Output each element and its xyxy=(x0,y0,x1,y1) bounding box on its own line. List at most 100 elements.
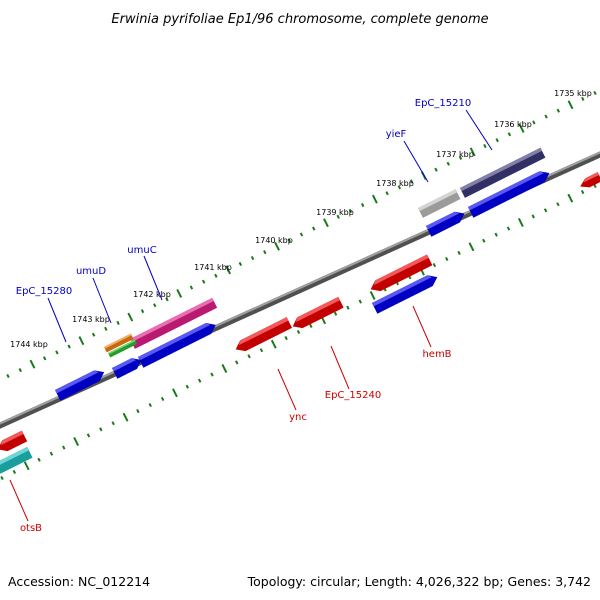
feature-highlight xyxy=(583,172,600,183)
feature-EpC_15240-cds xyxy=(292,296,344,329)
leader-line xyxy=(412,305,432,348)
tick-label: 1742 kbp xyxy=(133,290,171,299)
feature-body xyxy=(130,297,218,349)
major-tick xyxy=(78,336,85,346)
major-tick xyxy=(323,218,329,228)
feature-body xyxy=(138,323,216,368)
major-tick xyxy=(567,193,574,203)
minor-tick xyxy=(104,326,108,331)
minor-tick xyxy=(235,360,239,365)
minor-tick xyxy=(247,354,251,359)
minor-tick xyxy=(556,108,561,113)
gene-label-umuD: umuD xyxy=(76,266,112,324)
gene-label-EpC_15280: EpC_15280 xyxy=(16,286,72,343)
minor-tick xyxy=(397,185,402,190)
minor-tick xyxy=(432,263,437,268)
minor-tick xyxy=(296,329,301,335)
gene-label-text: otsB xyxy=(20,523,42,534)
feature-highlight xyxy=(418,189,458,212)
minor-tick xyxy=(360,202,365,208)
minor-tick xyxy=(12,469,17,474)
feature-highlight xyxy=(372,275,432,307)
feature-hemB-cds xyxy=(370,254,433,292)
leader-line xyxy=(277,368,297,411)
lower-ruler xyxy=(0,183,597,481)
minor-tick xyxy=(116,320,120,325)
feature-body xyxy=(108,339,138,358)
minor-tick xyxy=(6,373,10,379)
feature-yieF-gene xyxy=(426,211,465,237)
minor-tick xyxy=(494,232,498,237)
feature-body xyxy=(0,430,28,452)
gene-label-text: yieF xyxy=(386,129,407,140)
leader-line xyxy=(330,345,350,390)
minor-tick xyxy=(140,309,145,314)
minor-tick xyxy=(189,285,194,290)
tick-label: 1735 kbp xyxy=(554,89,592,98)
gene-label-text: umuD xyxy=(76,266,106,277)
major-tick xyxy=(468,242,475,252)
minor-tick xyxy=(446,161,450,166)
minor-tick xyxy=(153,303,157,308)
feature-body xyxy=(418,189,461,218)
gene-features xyxy=(0,147,600,474)
minor-tick xyxy=(312,226,316,231)
major-tick xyxy=(122,412,129,422)
feature-body xyxy=(55,370,105,401)
feature-highlight xyxy=(373,254,429,286)
major-tick xyxy=(518,123,525,133)
feature-body xyxy=(112,358,142,379)
gene-label-text: hemB xyxy=(422,349,451,360)
minor-tick xyxy=(543,208,548,213)
minor-tick xyxy=(165,297,169,302)
leader-line xyxy=(403,140,429,183)
feature-umuC-cds xyxy=(130,297,218,349)
minor-tick xyxy=(506,226,511,231)
major-tick xyxy=(176,288,183,298)
major-tick xyxy=(369,291,376,300)
minor-tick xyxy=(495,138,499,143)
map-title: Erwinia pyrifoliae Ep1/96 chromosome, co… xyxy=(111,12,488,27)
feature-highlight xyxy=(238,317,289,346)
feature-EpC_15210-cds xyxy=(460,147,546,198)
minor-tick xyxy=(593,90,597,96)
major-tick xyxy=(23,461,30,471)
major-tick xyxy=(469,147,476,157)
feature-highlight xyxy=(130,297,214,343)
minor-tick xyxy=(385,191,389,196)
gene-label-otsB: otsB xyxy=(9,479,42,534)
feature-body xyxy=(372,275,438,314)
minor-tick xyxy=(532,120,536,125)
feature-yieF-cds xyxy=(418,189,461,218)
feature-highlight xyxy=(0,446,29,465)
feature-EpC_15280-gene xyxy=(55,370,105,401)
minor-tick xyxy=(49,451,54,456)
leader-line xyxy=(143,255,163,301)
feature-highlight xyxy=(108,339,136,355)
minor-tick xyxy=(531,214,535,219)
feature-highlight xyxy=(0,430,24,446)
minor-tick xyxy=(299,232,304,237)
feature-highlight xyxy=(426,211,460,230)
minor-tick xyxy=(91,332,96,337)
minor-tick xyxy=(62,445,66,450)
feature-body xyxy=(0,446,33,474)
minor-tick xyxy=(580,190,585,195)
major-tick xyxy=(127,312,134,322)
major-tick xyxy=(274,241,280,251)
feature-highlight xyxy=(295,296,340,323)
feature-highlight xyxy=(468,171,544,211)
gene-label-text: EpC_15210 xyxy=(415,98,471,109)
gene-label-umuC: umuC xyxy=(127,245,163,301)
minor-tick xyxy=(201,279,206,284)
tick-label: 1738 kbp xyxy=(376,179,414,188)
minor-tick xyxy=(457,250,461,255)
minor-tick xyxy=(434,167,438,172)
gene-label-ync: ync xyxy=(277,368,307,423)
minor-tick xyxy=(136,409,140,414)
minor-tick xyxy=(263,250,267,255)
minor-tick xyxy=(0,475,4,481)
minor-tick xyxy=(238,261,243,267)
tick-label: 1741 kbp xyxy=(194,263,232,272)
